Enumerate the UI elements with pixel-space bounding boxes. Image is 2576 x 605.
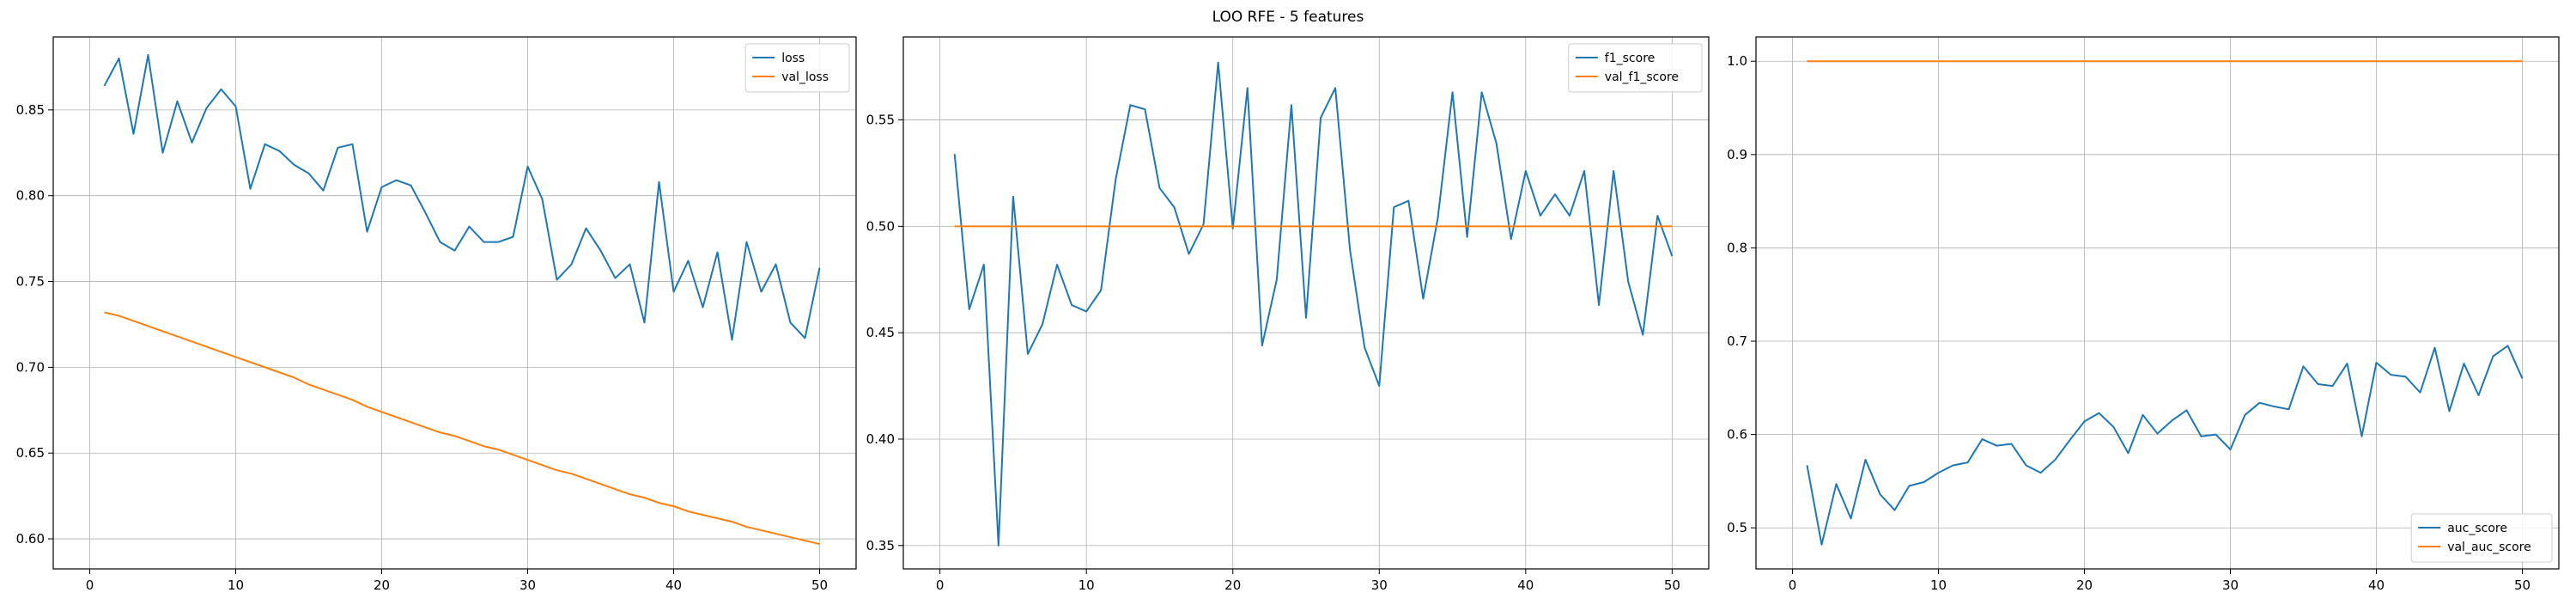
y-tick-label: 0.6 <box>1727 427 1747 443</box>
series-line-val_loss <box>104 311 820 546</box>
y-tick-label: 0.40 <box>866 431 895 447</box>
x-tick-label: 40 <box>665 578 682 593</box>
x-tick-label: 50 <box>811 578 828 593</box>
y-tick-label: 0.70 <box>16 359 45 375</box>
y-tick-label: 0.65 <box>16 445 45 461</box>
x-tick-label: 20 <box>1224 578 1241 593</box>
y-tick-label: 0.75 <box>16 274 45 290</box>
y-tick-label: 0.80 <box>16 188 45 204</box>
y-tick-label: 0.50 <box>866 218 895 234</box>
x-tick-label: 20 <box>2076 578 2093 593</box>
axes-frame <box>52 36 857 570</box>
legend: loss val_loss <box>744 43 850 93</box>
legend-box <box>2410 513 2553 563</box>
x-tick-label: 0 <box>86 578 94 593</box>
legend-label: loss <box>781 52 805 65</box>
axes-frame <box>1755 36 2560 570</box>
x-tick-label: 0 <box>1789 578 1797 593</box>
grid <box>903 37 1709 569</box>
legend-label: val_auc_score <box>2447 541 2531 554</box>
series-line-loss <box>103 53 821 341</box>
legend-box <box>1568 43 1703 93</box>
y-tick-label: 0.45 <box>866 325 895 340</box>
y-tick-label: 1.0 <box>1727 53 1747 69</box>
legend-label: f1_score <box>1605 52 1655 65</box>
chart-panel-1: 0 10 20 30 40 50 0.60 0.65 0.70 0.75 0.80 0.85 loss v… <box>16 36 857 593</box>
figure-title: LOO RFE - 5 features <box>1212 9 1364 26</box>
legend-label: val_f1_score <box>1605 70 1679 84</box>
grid <box>1756 37 2559 569</box>
y-tick-label: 0.55 <box>866 113 895 128</box>
series-line-f1_score <box>953 61 1674 547</box>
legend: auc_score val_auc_score <box>2410 513 2553 563</box>
y-tick-label: 0.9 <box>1727 147 1747 162</box>
x-tick-label: 30 <box>2222 578 2239 593</box>
series-line-auc_score <box>1806 345 2524 546</box>
legend-label: val_loss <box>781 70 829 84</box>
legend: f1_score val_f1_score <box>1568 43 1703 93</box>
x-tick-label: 10 <box>1078 578 1095 593</box>
chart-panel-2: 0 10 20 30 40 50 0.35 0.40 0.45 0.50 0.55 f1_scorev… <box>866 36 1710 593</box>
x-tick-label: 30 <box>519 578 536 593</box>
x-tick-label: 0 <box>936 578 945 593</box>
axes-frame <box>902 36 1710 570</box>
y-tick-label: 0.8 <box>1727 240 1747 255</box>
y-tick-label: 0.85 <box>16 102 45 118</box>
y-tick-label: 0.5 <box>1727 520 1747 535</box>
x-tick-label: 30 <box>1371 578 1388 593</box>
x-tick-label: 10 <box>1930 578 1947 593</box>
legend-box <box>744 43 850 93</box>
y-tick-label: 0.35 <box>866 538 895 553</box>
y-tick-label: 0.60 <box>16 531 45 547</box>
x-tick-label: 50 <box>2514 578 2530 593</box>
x-tick-label: 20 <box>374 578 390 593</box>
y-tick-label: 0.7 <box>1727 333 1747 349</box>
x-tick-label: 50 <box>1664 578 1680 593</box>
chart-panel-3: 0 10 20 30 40 50 0.5 0.6 0.7 0.8 0.9 1.0 auc_scoreva… <box>1727 36 2560 593</box>
x-tick-label: 40 <box>2368 578 2385 593</box>
x-tick-label: 40 <box>1517 578 1534 593</box>
x-tick-label: 10 <box>228 578 244 593</box>
legend-label: auc_score <box>2447 522 2507 535</box>
